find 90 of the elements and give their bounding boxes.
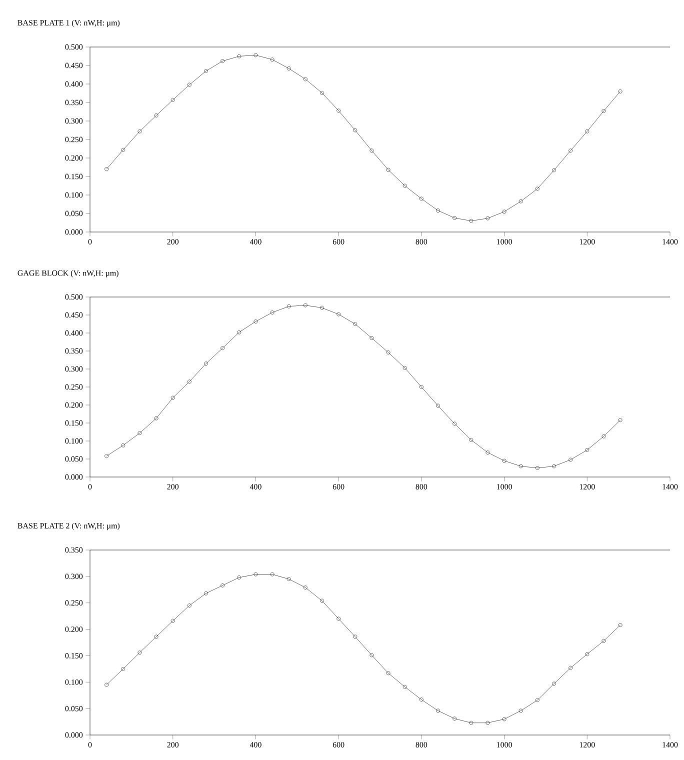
point [121, 443, 126, 448]
point [154, 113, 158, 118]
point [254, 53, 258, 58]
point [452, 216, 457, 220]
point [419, 698, 424, 702]
point [502, 458, 506, 463]
point [585, 448, 590, 452]
point [286, 304, 291, 308]
point [585, 129, 590, 134]
point [552, 682, 556, 686]
point [535, 698, 540, 702]
point [552, 168, 556, 172]
point [220, 346, 225, 350]
point [402, 184, 407, 188]
point [535, 466, 540, 470]
point [121, 148, 126, 152]
point [270, 572, 274, 576]
point [237, 330, 242, 334]
point [552, 464, 556, 468]
point [602, 434, 606, 438]
point [320, 598, 324, 603]
point [518, 464, 523, 468]
point [220, 59, 225, 64]
point [154, 416, 158, 420]
point [138, 650, 142, 655]
point [121, 666, 126, 671]
point [303, 586, 308, 590]
point [286, 577, 291, 582]
point [502, 210, 506, 214]
point [187, 604, 192, 608]
point [254, 319, 258, 324]
point [320, 90, 324, 95]
point [320, 306, 324, 310]
point [187, 380, 192, 384]
point [138, 431, 142, 436]
point [469, 720, 474, 725]
point [386, 350, 390, 354]
point [303, 77, 308, 82]
point [568, 458, 573, 462]
point [204, 591, 208, 596]
point [170, 396, 175, 400]
point [486, 450, 490, 455]
point [469, 218, 474, 223]
point [370, 148, 374, 153]
point [568, 148, 573, 153]
point [518, 708, 523, 713]
point [270, 58, 274, 62]
point [436, 208, 440, 213]
point [402, 684, 407, 689]
point [402, 366, 407, 370]
point [170, 98, 175, 102]
point [270, 310, 274, 314]
point [452, 716, 457, 721]
point [336, 108, 341, 113]
point [386, 671, 390, 676]
point [486, 216, 490, 220]
point [602, 109, 606, 114]
point [518, 199, 523, 204]
point [204, 362, 208, 366]
point [452, 422, 457, 426]
point [336, 312, 341, 316]
point [154, 634, 158, 639]
point [353, 322, 358, 326]
point [486, 720, 490, 725]
point [353, 634, 358, 639]
point [237, 54, 242, 58]
point [436, 404, 440, 408]
point [469, 438, 474, 442]
point [585, 652, 590, 656]
point [170, 618, 175, 623]
point [602, 638, 606, 643]
point [336, 616, 341, 621]
point [370, 336, 374, 340]
point [220, 583, 225, 588]
point [419, 385, 424, 389]
point [286, 66, 291, 70]
point [370, 653, 374, 658]
point [254, 572, 258, 576]
point [386, 168, 390, 172]
point [568, 666, 573, 670]
point [204, 69, 208, 74]
point [138, 129, 142, 134]
point [187, 82, 192, 87]
point [502, 717, 506, 722]
point [419, 196, 424, 201]
point [535, 186, 540, 191]
point [237, 576, 242, 580]
point [436, 708, 440, 713]
point [353, 128, 358, 132]
point [303, 303, 308, 308]
